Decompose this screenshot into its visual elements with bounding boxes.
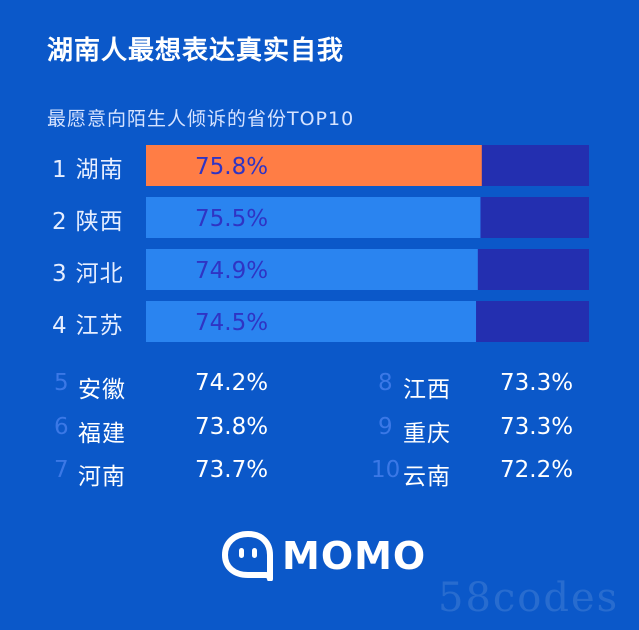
page-title: 湖南人最想表达真实自我: [47, 36, 345, 66]
province-name: 陕西: [75, 209, 124, 235]
percentage-value: 72.2%: [500, 457, 574, 483]
province-name: 安徽: [78, 377, 126, 403]
rank-number: 10: [371, 457, 401, 483]
rank-number: 1: [52, 157, 68, 183]
momo-logo: MOMO: [222, 531, 426, 581]
percentage-value: 73.3%: [500, 414, 574, 440]
province-name: 福建: [78, 421, 126, 447]
bar-value-label: 75.5%: [195, 206, 268, 232]
bar: [146, 145, 482, 186]
bar-value-label: 74.5%: [195, 310, 268, 336]
logo-text: MOMO: [282, 534, 427, 578]
percentage-value: 74.2%: [195, 370, 269, 396]
rank-number: 3: [52, 261, 68, 287]
bar-category-label: 2 陕西: [52, 202, 124, 236]
bar: [146, 301, 477, 342]
momo-speech-bubble-icon: [222, 531, 273, 581]
chart-subtitle: 最愿意向陌生人倾诉的省份TOP10: [47, 108, 355, 130]
province-name: 江苏: [75, 313, 124, 339]
rank-number: 8: [378, 370, 393, 396]
province-name: 重庆: [403, 421, 451, 447]
percentage-value: 73.8%: [195, 414, 269, 440]
bar: [146, 197, 481, 238]
rank-number: 4: [52, 313, 68, 339]
bar-category-label: 3 河北: [52, 254, 124, 288]
bar-category-label: 4 江苏: [52, 306, 124, 340]
bar: [146, 249, 478, 290]
rank-number: 5: [54, 370, 69, 396]
rank-number: 9: [378, 414, 393, 440]
watermark: 58codes: [438, 575, 620, 621]
province-name: 江西: [403, 377, 451, 403]
rank-number: 2: [52, 209, 68, 235]
bar-value-label: 75.8%: [195, 154, 268, 180]
percentage-value: 73.7%: [195, 457, 269, 483]
province-name: 云南: [403, 464, 451, 490]
province-name: 湖南: [75, 157, 124, 183]
bar-value-label: 74.9%: [195, 258, 268, 284]
province-name: 河南: [78, 464, 126, 490]
bar-category-label: 1 湖南: [52, 150, 124, 184]
province-name: 河北: [75, 261, 124, 287]
percentage-value: 73.3%: [500, 370, 574, 396]
rank-number: 7: [54, 457, 69, 483]
rank-number: 6: [54, 414, 69, 440]
